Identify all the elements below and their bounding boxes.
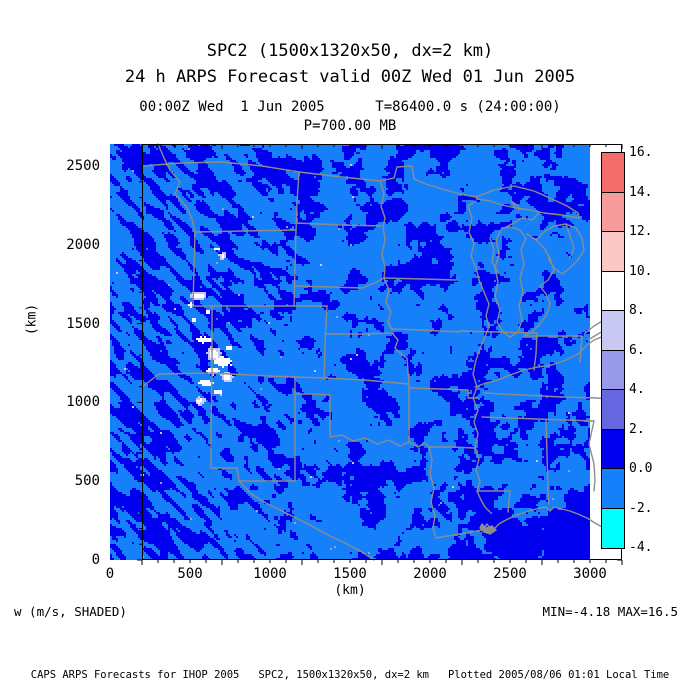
colorbar-tick-label: 2. xyxy=(629,421,645,437)
colorbar-cell xyxy=(602,469,624,509)
y-tick-label: 0 xyxy=(91,552,100,568)
x-tick-label: 1000 xyxy=(253,566,287,582)
x-axis-label: (km) xyxy=(334,583,366,598)
page-subtitle: 24 h ARPS Forecast valid 00Z Wed 01 Jun … xyxy=(124,67,576,87)
colorbar-tick-label: 16. xyxy=(629,145,653,160)
x-tick-label: 2500 xyxy=(493,566,527,582)
colorbar-cell xyxy=(602,232,624,272)
x-tick-label: 2000 xyxy=(413,566,447,582)
y-tick-label: 500 xyxy=(74,473,100,490)
map-plot-area xyxy=(110,143,623,565)
colorbar-cell xyxy=(602,390,624,430)
valid-time-line: 00:00Z Wed 1 Jun 2005 T=86400.0 s (24:00… xyxy=(139,99,561,115)
y-tick-label: 1000 xyxy=(66,394,100,411)
field-caption: w (m/s, SHADED) xyxy=(14,604,127,619)
plot-border xyxy=(142,144,622,560)
colorbar-tick-label: 10. xyxy=(629,263,653,279)
y-tick-label: 2000 xyxy=(66,236,100,253)
colorbar-cell xyxy=(602,350,624,390)
y-axis-label: (km) xyxy=(24,303,40,336)
map-overlay xyxy=(137,143,623,565)
colorbar-tick-label: -4. xyxy=(629,540,653,555)
colorbar-tick-label: 0.0 xyxy=(629,461,653,476)
colorbar-tick-label: 4. xyxy=(629,382,645,397)
state-borders xyxy=(141,143,623,561)
x-tick-label: 3000 xyxy=(573,566,607,582)
colorbar-cell xyxy=(602,508,624,548)
colorbar-cell xyxy=(602,429,624,469)
colorbar-tick-label: -2. xyxy=(629,500,653,516)
colorbar-tick-label: 14. xyxy=(629,184,653,200)
x-tick-label: 0 xyxy=(105,566,115,582)
colorbar xyxy=(601,152,625,549)
credit-line: CAPS ARPS Forecasts for IHOP 2005 SPC2, … xyxy=(30,669,670,681)
colorbar-cell xyxy=(602,192,624,232)
y-tick-label: 2500 xyxy=(66,158,100,175)
colorbar-cell xyxy=(602,271,624,311)
x-tick-label: 500 xyxy=(177,566,203,582)
x-tick-label: 1500 xyxy=(333,566,367,582)
colorbar-cell xyxy=(602,311,624,351)
colorbar-cell xyxy=(602,153,624,193)
colorbar-tick-label: 12. xyxy=(629,224,653,239)
page-title: SPC2 (1500x1320x50, dx=2 km) xyxy=(206,41,494,61)
y-tick-label: 1500 xyxy=(66,315,100,332)
pressure-level-line: P=700.00 MB xyxy=(303,118,397,134)
colorbar-tick-label: 8. xyxy=(629,303,645,318)
minmax-caption: MIN=-4.18 MAX=16.5 xyxy=(542,604,678,619)
colorbar-tick-label: 6. xyxy=(629,342,645,358)
